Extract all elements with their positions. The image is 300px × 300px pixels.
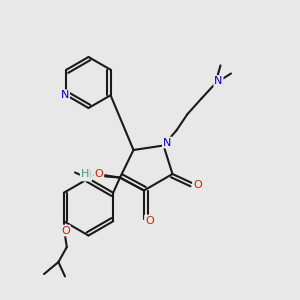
- Text: O: O: [61, 226, 70, 236]
- Text: N: N: [214, 76, 223, 86]
- Text: N: N: [163, 137, 171, 148]
- Text: N: N: [61, 90, 69, 100]
- Text: H: H: [81, 169, 89, 179]
- Text: H: H: [83, 170, 91, 181]
- Text: O: O: [145, 215, 154, 226]
- Text: O: O: [193, 180, 202, 190]
- Text: O: O: [94, 169, 103, 179]
